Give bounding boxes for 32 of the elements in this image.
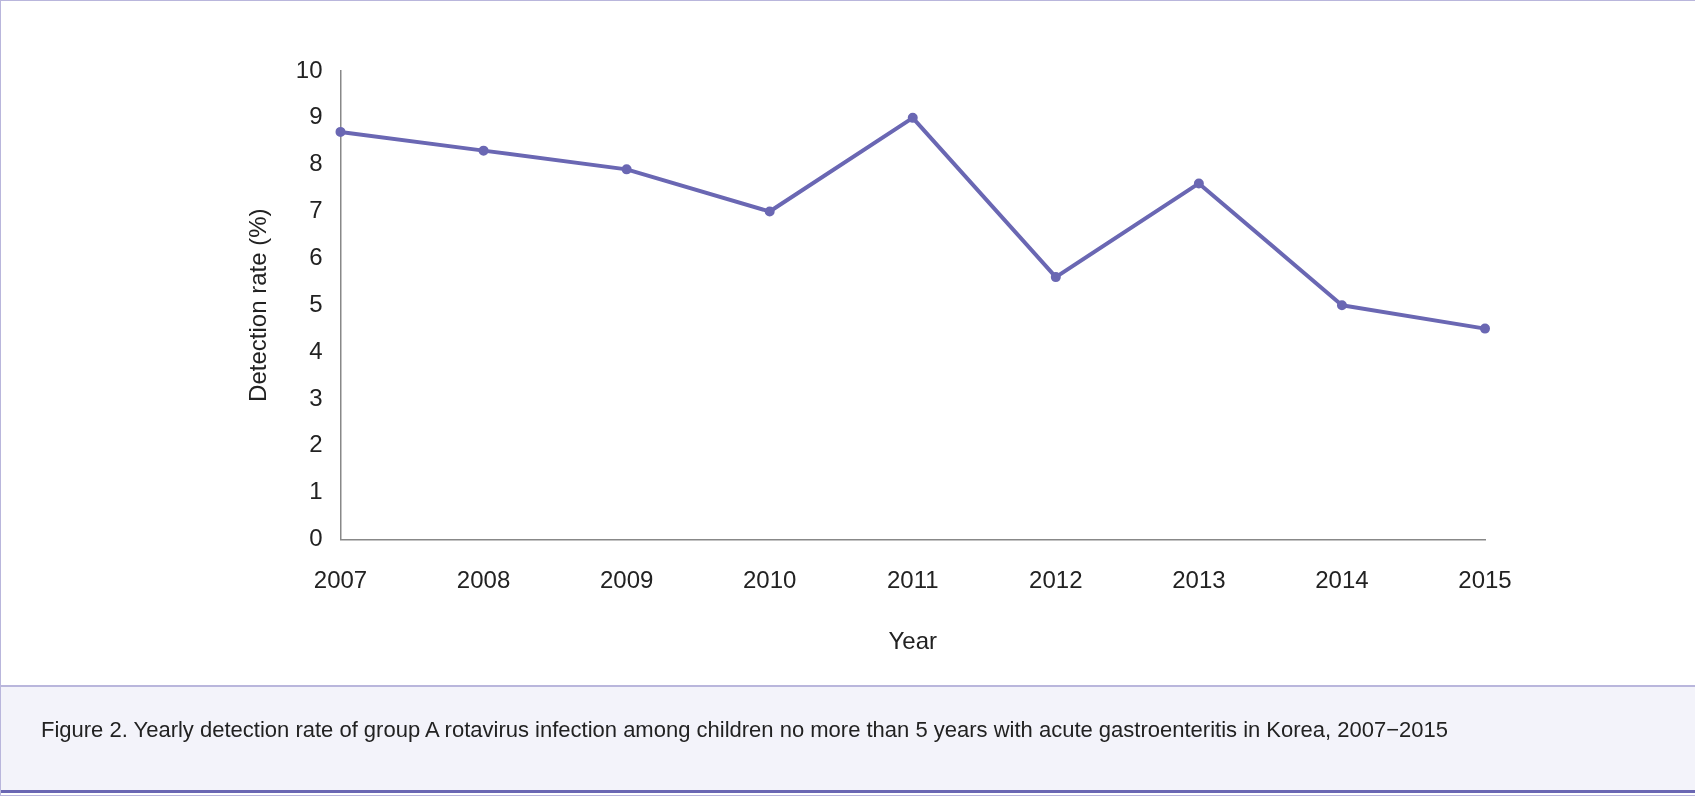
point bbox=[1193, 178, 1204, 189]
x-tick-label: 2015 bbox=[1458, 566, 1512, 594]
point bbox=[621, 164, 632, 175]
y-tick-label: 9 bbox=[309, 102, 323, 130]
point bbox=[1480, 323, 1490, 334]
point bbox=[764, 206, 775, 217]
x-tick-label: 2013 bbox=[1172, 566, 1226, 594]
y-tick-label: 8 bbox=[309, 149, 323, 177]
x-tick-label: 2014 bbox=[1315, 566, 1369, 594]
y-tick-label: 5 bbox=[309, 289, 323, 317]
x-tick-label: 2010 bbox=[742, 566, 797, 594]
point bbox=[1050, 272, 1061, 283]
y-tick-label: 6 bbox=[309, 242, 323, 270]
x-axis-title: Year bbox=[888, 627, 937, 655]
y-tick-label: 7 bbox=[309, 196, 323, 224]
point bbox=[478, 145, 489, 156]
x-tick-label: 2009 bbox=[599, 566, 654, 594]
point bbox=[1336, 300, 1347, 311]
point bbox=[335, 126, 346, 137]
y-tick-label: 1 bbox=[309, 477, 323, 505]
y-tick-label: 3 bbox=[309, 383, 323, 411]
x-tick-label: 2007 bbox=[313, 566, 368, 594]
caption: Figure 2. Yearly detection rate of group A rotavirus infection among children no more than 5 years with acute gastroenteritis in Korea, 2007−2015 bbox=[1, 685, 1695, 793]
x-tick-label: 2011 bbox=[886, 566, 939, 594]
y-axis-title: Detection rate (%) bbox=[244, 208, 272, 402]
x-tick-label: 2012 bbox=[1029, 566, 1083, 594]
x-tick-label: 2008 bbox=[456, 566, 511, 594]
point bbox=[907, 112, 918, 123]
y-tick-label: 0 bbox=[309, 524, 323, 552]
y-tick-label: 2 bbox=[309, 430, 323, 458]
y-tick-label: 4 bbox=[309, 336, 323, 364]
y-tick-label: 10 bbox=[295, 55, 323, 83]
